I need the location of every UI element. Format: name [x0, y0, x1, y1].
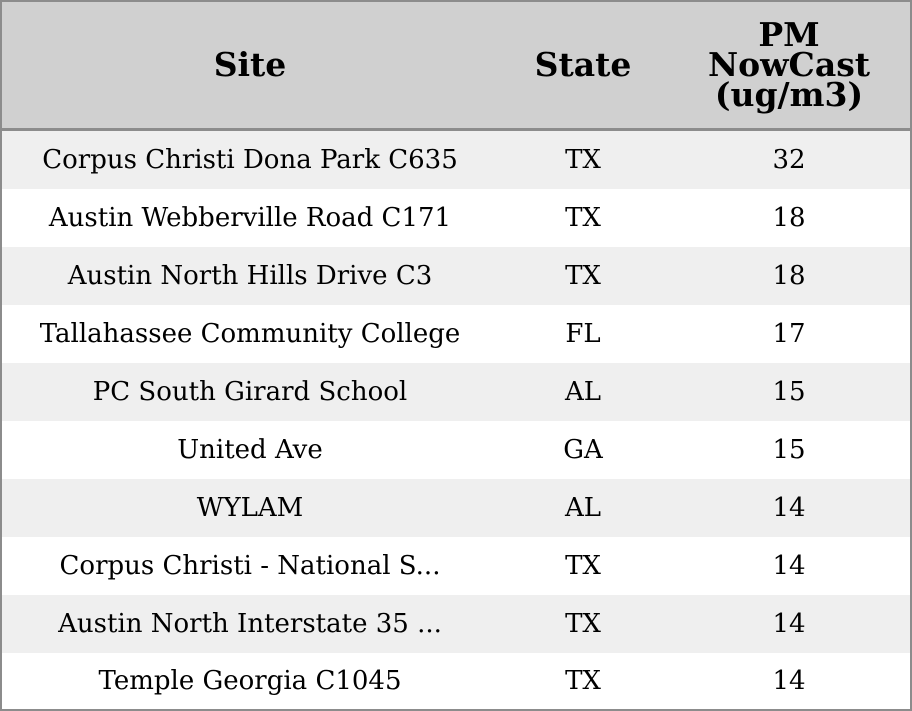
header-state-text: State [534, 45, 632, 84]
header-site-text: Site [213, 45, 287, 84]
cell-state: FL [498, 305, 668, 363]
cell-pm-value: 14 [668, 479, 910, 537]
cell-site: Austin Webberville Road C171 [2, 189, 498, 247]
cell-site: Temple Georgia C1045 [2, 653, 498, 709]
table-row: Corpus Christi - National S... TX 14 [2, 537, 910, 595]
cell-pm-value: 15 [668, 421, 910, 479]
cell-pm-value: 18 [668, 189, 910, 247]
table-row: Corpus Christi Dona Park C635 TX 32 [2, 129, 910, 189]
table-row: Austin Webberville Road C171 TX 18 [2, 189, 910, 247]
cell-state: TX [498, 129, 668, 189]
cell-pm-value: 32 [668, 129, 910, 189]
table-row: Austin North Interstate 35 ... TX 14 [2, 595, 910, 653]
cell-site: Tallahassee Community College [2, 305, 498, 363]
cell-site: Corpus Christi - National S... [2, 537, 498, 595]
cell-site: PC South Girard School [2, 363, 498, 421]
cell-pm-value: 18 [668, 247, 910, 305]
cell-state: AL [498, 479, 668, 537]
header-pm-line-3: (ug/m3) [714, 75, 864, 114]
table-row: WYLAM AL 14 [2, 479, 910, 537]
table-body: Corpus Christi Dona Park C635 TX 32 Austin … [2, 129, 910, 709]
table-row: Tallahassee Community College FL 17 [2, 305, 910, 363]
header-pm-line-2: NowCast [707, 45, 871, 84]
cell-site: Austin North Hills Drive C3 [2, 247, 498, 305]
cell-site: Corpus Christi Dona Park C635 [2, 129, 498, 189]
cell-site: WYLAM [2, 479, 498, 537]
cell-state: TX [498, 595, 668, 653]
table-row: Temple Georgia C1045 TX 14 [2, 653, 910, 709]
cell-site: United Ave [2, 421, 498, 479]
cell-pm-value: 14 [668, 595, 910, 653]
cell-state: AL [498, 363, 668, 421]
cell-pm-value: 17 [668, 305, 910, 363]
table-row: United Ave GA 15 [2, 421, 910, 479]
cell-state: TX [498, 653, 668, 709]
table-row: Austin North Hills Drive C3 TX 18 [2, 247, 910, 305]
header-state: State [498, 2, 668, 131]
cell-site: Austin North Interstate 35 ... [2, 595, 498, 653]
cell-state: TX [498, 189, 668, 247]
cell-pm-value: 14 [668, 653, 910, 709]
cell-pm-value: 15 [668, 363, 910, 421]
header-row: Site State PM NowCast (ug/m3) [2, 2, 910, 131]
table-row: PC South Girard School AL 15 [2, 363, 910, 421]
header-pm-line-1: PM [758, 15, 820, 54]
cell-pm-value: 14 [668, 537, 910, 595]
cell-state: GA [498, 421, 668, 479]
cell-state: TX [498, 247, 668, 305]
cell-state: TX [498, 537, 668, 595]
header-site: Site [2, 2, 498, 131]
header-pm: PM NowCast (ug/m3) [668, 2, 910, 131]
